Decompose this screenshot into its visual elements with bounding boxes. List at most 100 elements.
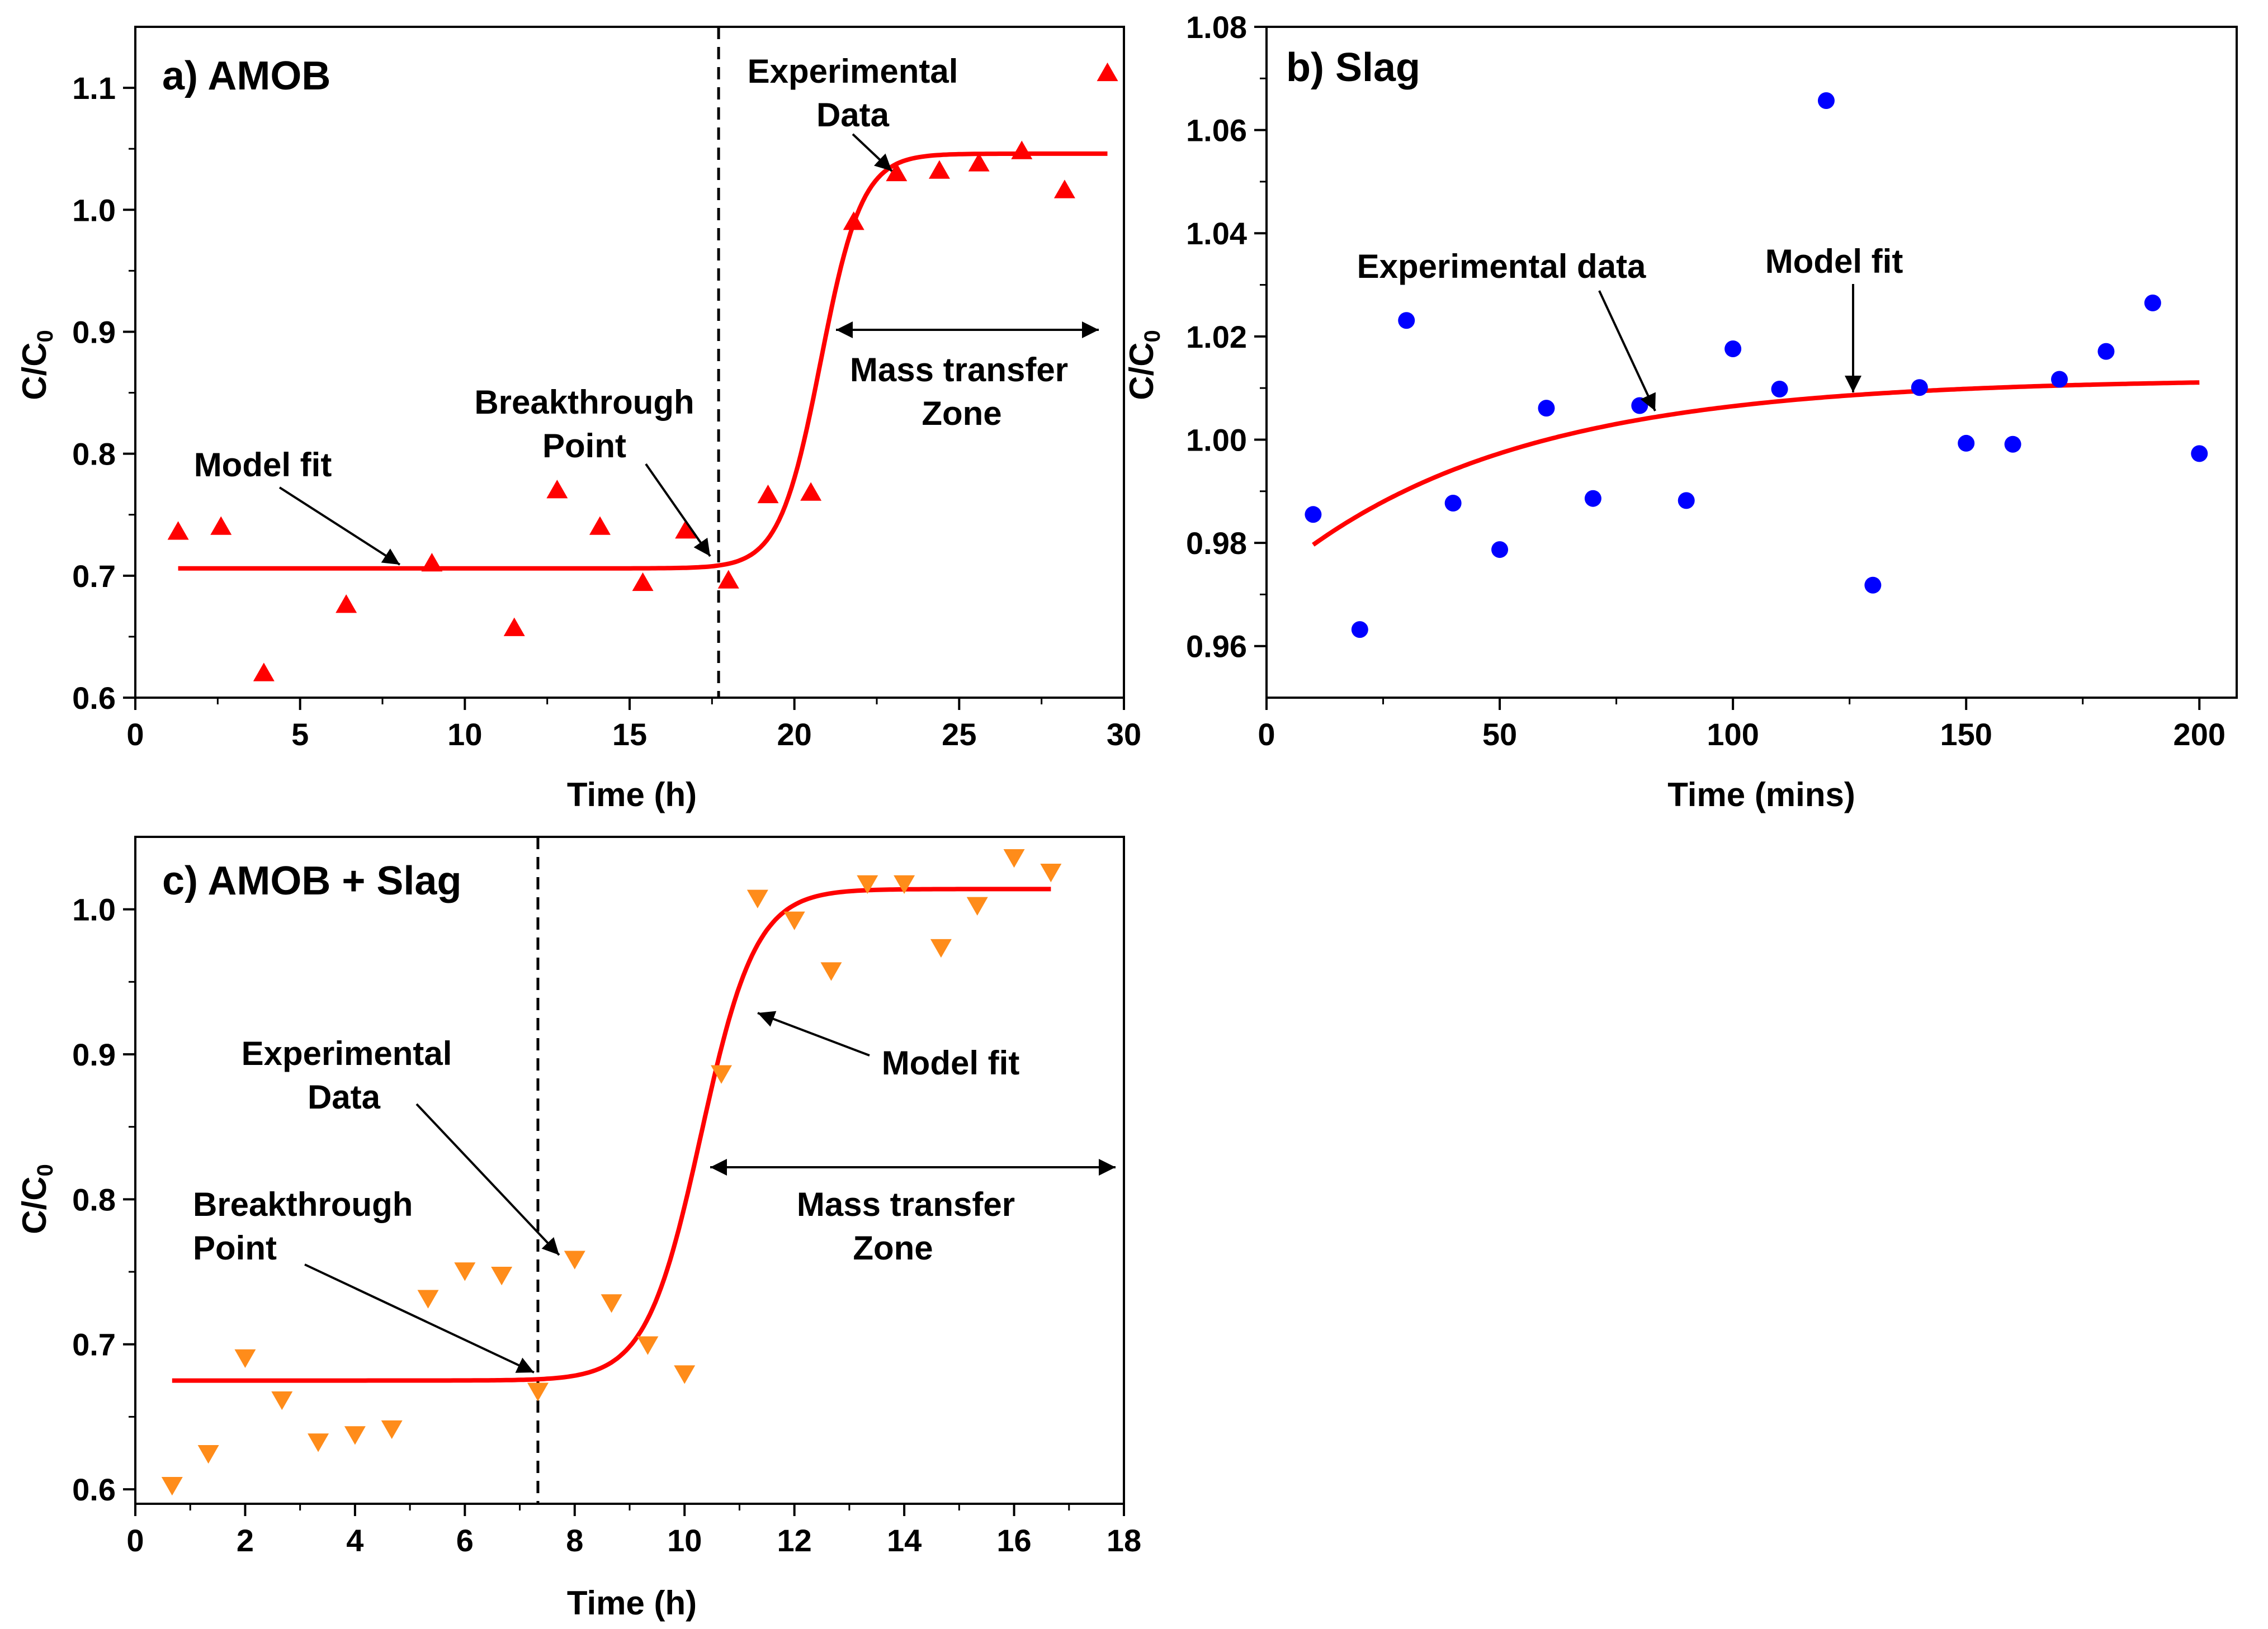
y-tick-label: 0.7 (72, 1327, 116, 1362)
data-point (1491, 541, 1509, 558)
panel-a-amob: 0 5 10 15 20 25 30 0.6 0.7 0.8 0.9 1.0 1.1 a) AMOB T… (16, 26, 1141, 813)
data-point (966, 897, 988, 916)
x-tick-label: 25 (942, 717, 976, 752)
annotation-model-fit: Model fit (1765, 243, 1903, 280)
y-tick-label: 1.04 (1186, 216, 1247, 251)
y-tick-label: 1.08 (1186, 10, 1247, 45)
data-point (2051, 371, 2068, 388)
panel-label: b) Slag (1286, 45, 1420, 90)
y-tick-label: 1.0 (72, 192, 116, 228)
x-tick-label: 14 (887, 1523, 922, 1558)
y-tick-label: 1.02 (1186, 319, 1247, 354)
data-point (1958, 434, 1975, 452)
data-point (454, 1262, 476, 1281)
data-point (1724, 340, 1742, 357)
data-point (210, 516, 232, 535)
x-tick-label: 15 (612, 717, 647, 752)
data-point (928, 160, 950, 179)
data-point (783, 911, 805, 930)
y-tick-label: 0.6 (72, 1472, 116, 1507)
x-tick-label: 200 (2174, 717, 2226, 752)
data-point (1817, 92, 1835, 109)
x-tick-label: 12 (777, 1523, 812, 1558)
data-point (1003, 849, 1025, 868)
panel-label: c) AMOB + Slag (162, 859, 461, 903)
y-tick-label: 1.00 (1186, 422, 1247, 457)
annotation-mass-transfer-line2: Zone (922, 395, 1001, 432)
data-point (1398, 312, 1415, 329)
data-point (1305, 506, 1322, 523)
x-axis-label: Time (h) (567, 1584, 697, 1622)
data-point (1631, 397, 1648, 414)
data-point (843, 211, 864, 230)
data-point (417, 1290, 439, 1309)
annotation-breakthrough-line1: Breakthrough (193, 1186, 413, 1223)
data-point (1444, 495, 1462, 512)
x-tick-label: 10 (447, 717, 482, 752)
data-point (675, 520, 697, 539)
data-point (167, 521, 189, 540)
data-point (800, 482, 822, 501)
data-point (1011, 140, 1033, 159)
annotation-breakthrough-line2: Point (193, 1229, 277, 1267)
panel-b-slag: 0 50 100 150 200 0.96 0.98 1.00 1.02 1.04 1.06 1.08… (1123, 10, 2238, 813)
x-tick-label: 10 (667, 1523, 702, 1558)
annotation-experimental-data-arrow (1598, 290, 1656, 411)
data-point (197, 1445, 219, 1464)
x-tick-label: 50 (1482, 717, 1517, 752)
x-tick-label: 0 (1258, 717, 1275, 752)
x-tick-label: 8 (566, 1523, 583, 1558)
annotation-experimental-arrow (415, 1103, 560, 1256)
data-point (1538, 400, 1555, 417)
data-point (308, 1433, 329, 1452)
x-tick-label: 20 (777, 717, 812, 752)
data-point (344, 1426, 366, 1445)
data-point (632, 572, 654, 591)
y-tick-label: 0.96 (1186, 629, 1247, 664)
data-point (2004, 435, 2021, 453)
data-point (546, 480, 568, 499)
data-point (527, 1382, 549, 1401)
y-tick-label: 0.7 (72, 558, 116, 594)
y-axis-label: C/C0 (16, 330, 58, 400)
model-fit-line (1312, 380, 2200, 547)
data-point (674, 1365, 696, 1384)
data-point (601, 1294, 622, 1313)
annotation-mass-transfer-line1: Mass transfer (850, 351, 1068, 389)
data-point (2097, 343, 2115, 360)
annotation-experimental-line1: Experimental (242, 1035, 452, 1072)
y-tick-label: 1.06 (1186, 113, 1247, 148)
data-point (711, 1065, 733, 1084)
data-point (271, 1391, 293, 1410)
annotation-experimental-data: Experimental data (1357, 248, 1646, 285)
data-point (503, 617, 525, 636)
data-point (1771, 381, 1788, 397)
annotation-model-fit: Model fit (882, 1044, 1020, 1082)
data-point (2144, 294, 2161, 311)
data-point (820, 962, 842, 981)
y-axis-label: C/C0 (1123, 330, 1165, 400)
x-tick-label: 0 (126, 1523, 144, 1558)
y-tick-label: 0.98 (1186, 525, 1247, 561)
data-point (757, 484, 779, 504)
y-tick-label: 0.8 (72, 1182, 116, 1217)
data-point (336, 594, 357, 613)
x-tick-label: 4 (346, 1523, 363, 1558)
annotation-mass-transfer-line1: Mass transfer (797, 1186, 1015, 1223)
data-point (717, 570, 739, 589)
data-point (637, 1336, 659, 1355)
data-point (968, 153, 990, 172)
data-point (1053, 179, 1075, 198)
data-point (1911, 379, 1928, 396)
data-point (1678, 492, 1695, 509)
annotation-breakthrough-arrow (645, 463, 711, 557)
data-point (886, 162, 908, 182)
data-point (1584, 490, 1601, 507)
data-point (491, 1266, 513, 1286)
data-point (234, 1349, 256, 1368)
annotation-experimental-arrow (852, 133, 893, 172)
y-axis-label: C/C0 (16, 1164, 58, 1234)
data-point (253, 662, 275, 681)
